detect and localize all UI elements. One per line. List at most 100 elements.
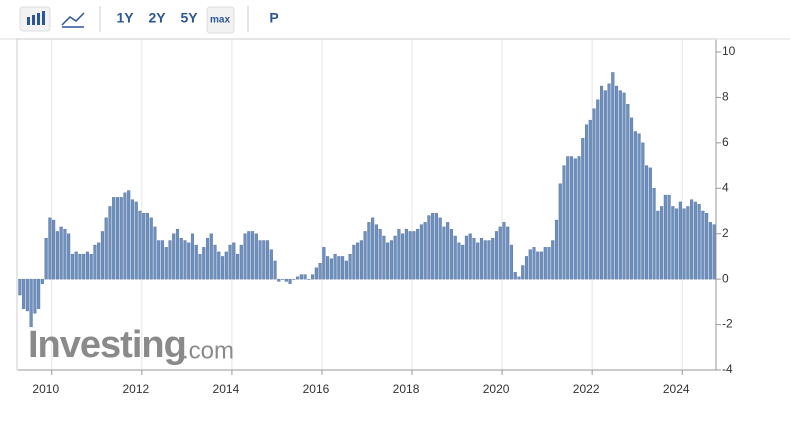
range-button[interactable]: 2Y (148, 10, 166, 26)
watermark-brand: Investing (28, 324, 186, 366)
bar (161, 241, 164, 280)
bar (694, 202, 697, 279)
bar (142, 213, 145, 279)
bar (180, 238, 183, 279)
bar (112, 197, 115, 279)
icon (27, 17, 30, 25)
bar (645, 166, 648, 280)
bar (330, 259, 333, 279)
bar (409, 231, 412, 279)
x-tick-label: 2012 (122, 382, 149, 396)
bar (405, 229, 408, 279)
bar (413, 231, 416, 279)
bar (338, 256, 341, 279)
bar (649, 168, 652, 279)
bar (195, 245, 198, 279)
bar (41, 279, 44, 284)
bar (709, 222, 712, 279)
bar (593, 109, 596, 279)
bar (518, 277, 521, 279)
bar (157, 241, 160, 280)
bar (139, 211, 142, 279)
bar (664, 195, 667, 279)
bar (634, 132, 637, 280)
bar (75, 252, 78, 279)
bar (341, 256, 344, 279)
bar (491, 238, 494, 279)
bar (458, 243, 461, 279)
bar (326, 256, 329, 279)
bar (585, 125, 588, 279)
bar (94, 245, 97, 279)
bar (236, 254, 239, 279)
x-tick-label: 2018 (393, 382, 420, 396)
bar (172, 234, 175, 279)
x-tick-label: 2010 (32, 382, 59, 396)
range-button[interactable]: 5Y (180, 10, 198, 26)
bar (431, 213, 434, 279)
bar (120, 197, 123, 279)
bar (150, 218, 153, 279)
bar (473, 238, 476, 279)
bar (247, 231, 250, 279)
bar (154, 227, 157, 279)
bar (529, 250, 532, 280)
bar (623, 93, 626, 279)
bar (424, 222, 427, 279)
bar (656, 211, 659, 279)
bar (390, 241, 393, 280)
range-button[interactable]: max (210, 15, 230, 26)
bar (630, 118, 633, 279)
bar (375, 225, 378, 280)
bar (484, 241, 487, 280)
bar (315, 268, 318, 279)
bar (97, 243, 100, 279)
bar (45, 238, 48, 279)
bar (495, 231, 498, 279)
bar (146, 213, 149, 279)
bar (64, 229, 67, 279)
bar (428, 216, 431, 280)
bar (488, 241, 491, 280)
bar (615, 86, 618, 279)
bar (401, 234, 404, 279)
range-button[interactable]: P (269, 10, 278, 26)
bar (476, 243, 479, 279)
bar (101, 231, 104, 279)
bar (232, 243, 235, 279)
x-tick-label: 2020 (483, 382, 510, 396)
bar (187, 243, 190, 279)
bar (690, 200, 693, 280)
bar (608, 84, 611, 279)
bar (671, 206, 674, 279)
bar (675, 209, 678, 279)
bar (660, 206, 663, 279)
bar (353, 245, 356, 279)
bar (214, 245, 217, 279)
bar (454, 236, 457, 279)
bar (596, 100, 599, 279)
bar (371, 218, 374, 279)
bar (702, 211, 705, 279)
range-button[interactable]: 1Y (116, 10, 134, 26)
bar (364, 231, 367, 279)
bar (277, 279, 280, 281)
bar (619, 91, 622, 280)
bar (26, 279, 29, 311)
y-tick-label: -2 (722, 317, 733, 331)
bar (22, 279, 25, 309)
bar (416, 229, 419, 279)
bar (270, 250, 273, 280)
bar (176, 229, 179, 279)
bar (679, 202, 682, 279)
bar (255, 234, 258, 279)
bar (296, 277, 299, 279)
bar (420, 225, 423, 280)
bar (514, 272, 517, 279)
bar (653, 188, 656, 279)
bar (30, 279, 33, 327)
bar (34, 279, 37, 313)
bar (311, 275, 314, 280)
bar (536, 252, 539, 279)
